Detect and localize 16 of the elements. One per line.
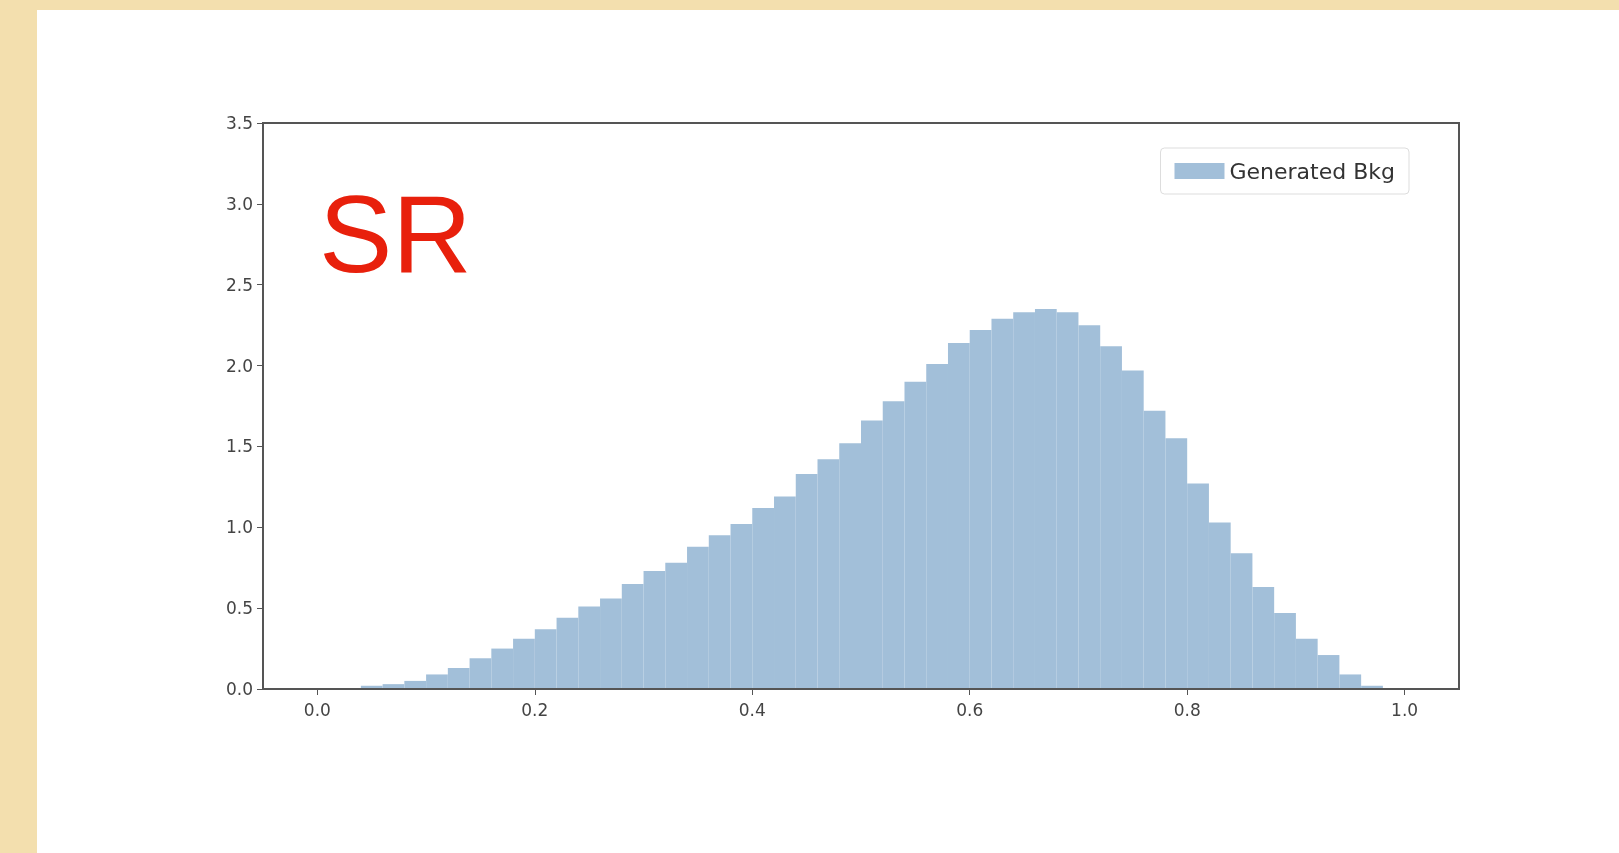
x-tick-label: 0.8: [1173, 699, 1201, 720]
y-tick-label: 1.0: [225, 517, 253, 538]
x-tick-label: 0.6: [956, 699, 984, 720]
annotation: SR: [319, 171, 472, 295]
x-tick-label: 1.0: [1391, 699, 1419, 720]
x-tick-label: 0.0: [303, 699, 331, 720]
y-tick-label: 0.5: [225, 598, 253, 619]
y-tick-label: 2.0: [225, 355, 253, 376]
y-tick-label: 3.0: [225, 193, 253, 214]
y-tick-label: 3.5: [225, 113, 253, 133]
x-tick-label: 0.4: [738, 699, 766, 720]
y-tick-label: 2.5: [225, 274, 253, 295]
y-tick-label: 0.0: [225, 679, 253, 699]
y-tick-label: 1.5: [225, 436, 253, 457]
legend-label: Generated Bkg: [1229, 158, 1396, 184]
x-tick-label: 0.2: [521, 699, 549, 720]
